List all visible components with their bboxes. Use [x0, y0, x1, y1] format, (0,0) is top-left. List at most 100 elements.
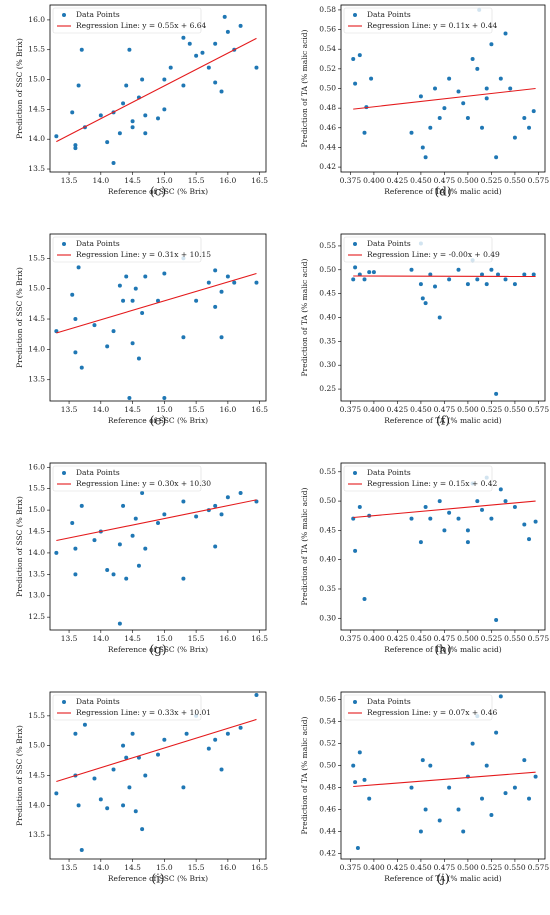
data-point [447, 785, 452, 790]
x-axis-label: Reference of SSC (% Brix) [108, 645, 208, 654]
data-point [475, 499, 480, 504]
data-point [238, 23, 243, 28]
y-axis-label: Prediction of SSC (% Brix) [15, 38, 24, 139]
legend-marker [353, 700, 357, 704]
x-tick-label: 16.5 [251, 176, 268, 185]
data-point [98, 797, 103, 802]
data-point [70, 520, 75, 525]
panel: 13.5 14.0 14.5 15.0 15.5 16.0 16.5 13.5 14.0 14.5… [15, 691, 268, 886]
y-tick-label: 0.54 [319, 717, 336, 726]
data-point [232, 280, 237, 285]
data-point [219, 335, 224, 340]
data-point [420, 758, 425, 763]
data-point [219, 289, 224, 294]
data-point [133, 809, 138, 814]
data-point [480, 507, 485, 512]
data-point [79, 365, 84, 370]
data-point [367, 796, 372, 801]
x-tick-label: 0.575 [528, 863, 550, 872]
x-tick-label: 16.0 [220, 863, 237, 872]
data-point [447, 510, 452, 515]
x-tick-label: 0.475 [434, 176, 456, 185]
data-point [418, 94, 423, 99]
data-point [105, 140, 110, 145]
x-tick-label: 16.0 [220, 634, 237, 643]
data-point [156, 520, 160, 525]
y-tick-label: 14.5 [28, 104, 45, 113]
data-point [121, 803, 126, 808]
legend-label: Regression Line: y = 0.55x + 6.64 [76, 21, 206, 30]
data-point [82, 722, 87, 727]
x-tick-label: 0.375 [340, 634, 362, 643]
data-point [181, 35, 186, 40]
data-point [105, 806, 110, 811]
y-tick-label: 0.44 [319, 827, 336, 836]
data-point [437, 315, 442, 320]
data-point [121, 503, 126, 508]
data-point [162, 271, 167, 276]
y-tick-label: 0.52 [319, 739, 336, 748]
data-point [184, 731, 189, 736]
x-tick-label: 0.375 [340, 405, 362, 414]
y-tick-label: 13.0 [28, 591, 45, 600]
data-point [362, 777, 367, 782]
legend-label: Regression Line: y = 0.15x + 0.42 [367, 479, 497, 488]
data-point [437, 499, 442, 504]
data-point [527, 125, 532, 130]
data-point [409, 267, 414, 272]
data-point [428, 516, 433, 521]
data-point [531, 109, 536, 114]
data-point [465, 540, 470, 545]
y-tick-label: 0.30 [319, 613, 336, 622]
x-axis-label: Reference of TA (% malic acid) [384, 416, 502, 425]
data-point [420, 296, 425, 301]
plot-frame [49, 4, 267, 173]
data-point [76, 265, 81, 270]
y-axis-label: Prediction of TA (% malic acid) [300, 258, 309, 376]
data-point [143, 131, 148, 136]
data-point [503, 31, 508, 36]
y-axis-label: Prediction of TA (% malic acid) [300, 487, 309, 605]
y-tick-label: 15.0 [28, 284, 45, 293]
legend-label: Data Points [76, 468, 120, 477]
data-point [76, 83, 81, 88]
plot-frame [49, 691, 267, 860]
data-point [162, 737, 167, 742]
data-point [181, 576, 186, 581]
y-tick-label: 15.5 [28, 484, 45, 493]
data-point [465, 115, 470, 120]
data-point [353, 780, 358, 785]
x-tick-label: 0.450 [410, 405, 432, 414]
panel-label: (d) [434, 185, 451, 199]
y-tick-label: 13.5 [28, 569, 45, 578]
y-tick-label: 13.5 [28, 164, 45, 173]
y-tick-label: 0.46 [319, 123, 336, 132]
x-tick-label: 15.0 [156, 405, 173, 414]
x-tick-label: 0.500 [457, 634, 479, 643]
x-axis-label: Reference of TA (% malic acid) [384, 645, 502, 654]
data-point [111, 161, 116, 166]
data-point [484, 86, 489, 91]
regression-line [56, 272, 257, 334]
data-point [533, 774, 538, 779]
data-point [503, 277, 508, 282]
x-tick-label: 0.500 [457, 176, 479, 185]
data-point [470, 57, 475, 62]
x-tick-label: 0.425 [387, 863, 409, 872]
x-tick-label: 0.475 [434, 863, 456, 872]
data-point [418, 829, 423, 834]
data-point [238, 490, 243, 495]
x-tick-label: 16.5 [251, 863, 268, 872]
y-tick-label: 0.56 [319, 695, 336, 704]
data-point [531, 272, 536, 277]
data-point [92, 776, 97, 781]
data-point [437, 115, 442, 120]
plot-frame [340, 691, 546, 860]
legend-label: Data Points [76, 239, 120, 248]
y-tick-label: 16.0 [28, 462, 45, 471]
data-point [512, 282, 517, 287]
x-tick-label: 14.5 [124, 405, 141, 414]
data-point [136, 563, 141, 568]
data-point [433, 284, 438, 289]
x-tick-label: 0.525 [481, 176, 503, 185]
